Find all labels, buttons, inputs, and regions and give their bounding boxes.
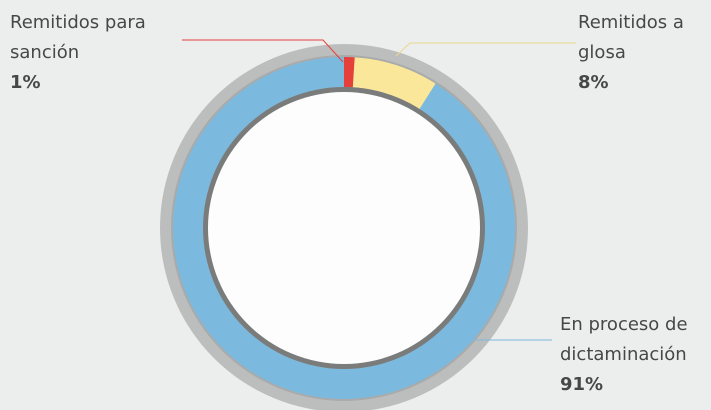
hole [208,92,480,364]
segment [352,57,436,109]
label: Remitidos para sanción 1% [10,8,180,98]
label: Remitidos a glosa 8% [578,8,708,98]
category-label: Remitidos a glosa [578,12,684,63]
label: En proceso de dictaminación 91% [560,310,710,400]
value-label: 8% [578,72,609,93]
value-label: 91% [560,374,604,395]
leader-line [182,39,344,63]
leader-line [395,42,576,57]
category-label: Remitidos para sanción [10,12,146,63]
value-label: 1% [10,72,41,93]
segment [344,57,355,88]
category-label: En proceso de dictaminación [560,314,688,365]
